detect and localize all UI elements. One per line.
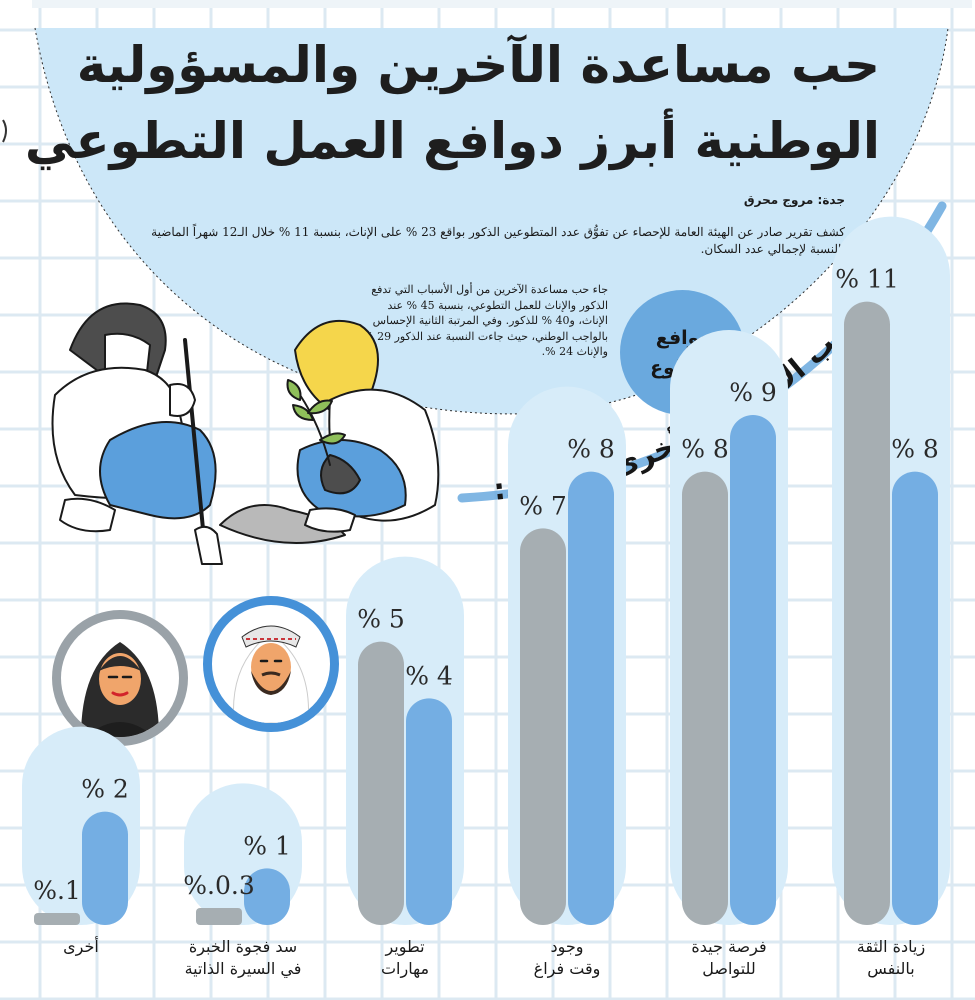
bar-female xyxy=(358,641,404,925)
page-title-line-1: حب مساعدة الآخرين والمسؤولية xyxy=(76,36,881,94)
data-label-female: % 7 xyxy=(519,491,567,520)
intro-text: كشف تقرير صادر عن الهيئة العامة للإحصاء … xyxy=(151,225,845,256)
data-label-male: % 8 xyxy=(567,435,615,464)
bar-female xyxy=(682,471,728,925)
category-label: زيادة الثقة xyxy=(857,937,925,957)
category-label: وقت فراغ xyxy=(534,959,601,979)
category-label: للتواصل xyxy=(702,959,755,979)
bar-male xyxy=(82,811,128,925)
bar-male xyxy=(730,415,776,925)
side-bracket xyxy=(2,119,7,143)
bar-female xyxy=(520,528,566,925)
page-title-line-2: الوطنية أبرز دوافع العمل التطوعي xyxy=(24,112,881,170)
byline: جدة: مروج محرق xyxy=(743,193,845,207)
category-label: أخرى xyxy=(63,936,99,957)
male-avatar-icon xyxy=(203,596,339,732)
bar-male xyxy=(568,471,614,925)
category-label: بالنفس xyxy=(867,959,915,979)
data-label-male: % 8 xyxy=(891,435,939,464)
top-strip xyxy=(32,0,972,8)
data-label-female: % 8 xyxy=(681,435,729,464)
data-label-female: %.1 xyxy=(33,876,81,905)
body-paragraph: جاء حب مساعدة الآخرين من أول الأسباب الت… xyxy=(360,283,608,358)
data-label-male: % 2 xyxy=(81,775,129,804)
category-label: تطوير xyxy=(384,937,424,957)
category-label: فرصة جيدة xyxy=(691,937,766,957)
data-label-female: %.0.3 xyxy=(183,871,254,900)
bar-female xyxy=(844,301,890,926)
volunteers-planting-illustration xyxy=(51,302,440,565)
data-label-male: % 9 xyxy=(729,378,777,407)
bar-male xyxy=(892,471,938,925)
data-label-female: % 11 xyxy=(835,265,899,294)
bar-male xyxy=(244,868,290,925)
category-label: مهارات xyxy=(381,959,429,979)
data-label-male: % 1 xyxy=(243,831,291,860)
female-avatar-icon xyxy=(52,610,188,746)
data-label-female: % 5 xyxy=(357,605,405,634)
bar-female xyxy=(34,913,80,925)
category-label: في السيرة الذاتية xyxy=(185,959,302,979)
category-label: وجود xyxy=(550,937,583,957)
category-label: سد فجوة الخبرة xyxy=(189,937,297,957)
data-label-male: % 4 xyxy=(405,661,453,690)
bar-female xyxy=(196,908,242,925)
bar-male xyxy=(406,698,452,925)
